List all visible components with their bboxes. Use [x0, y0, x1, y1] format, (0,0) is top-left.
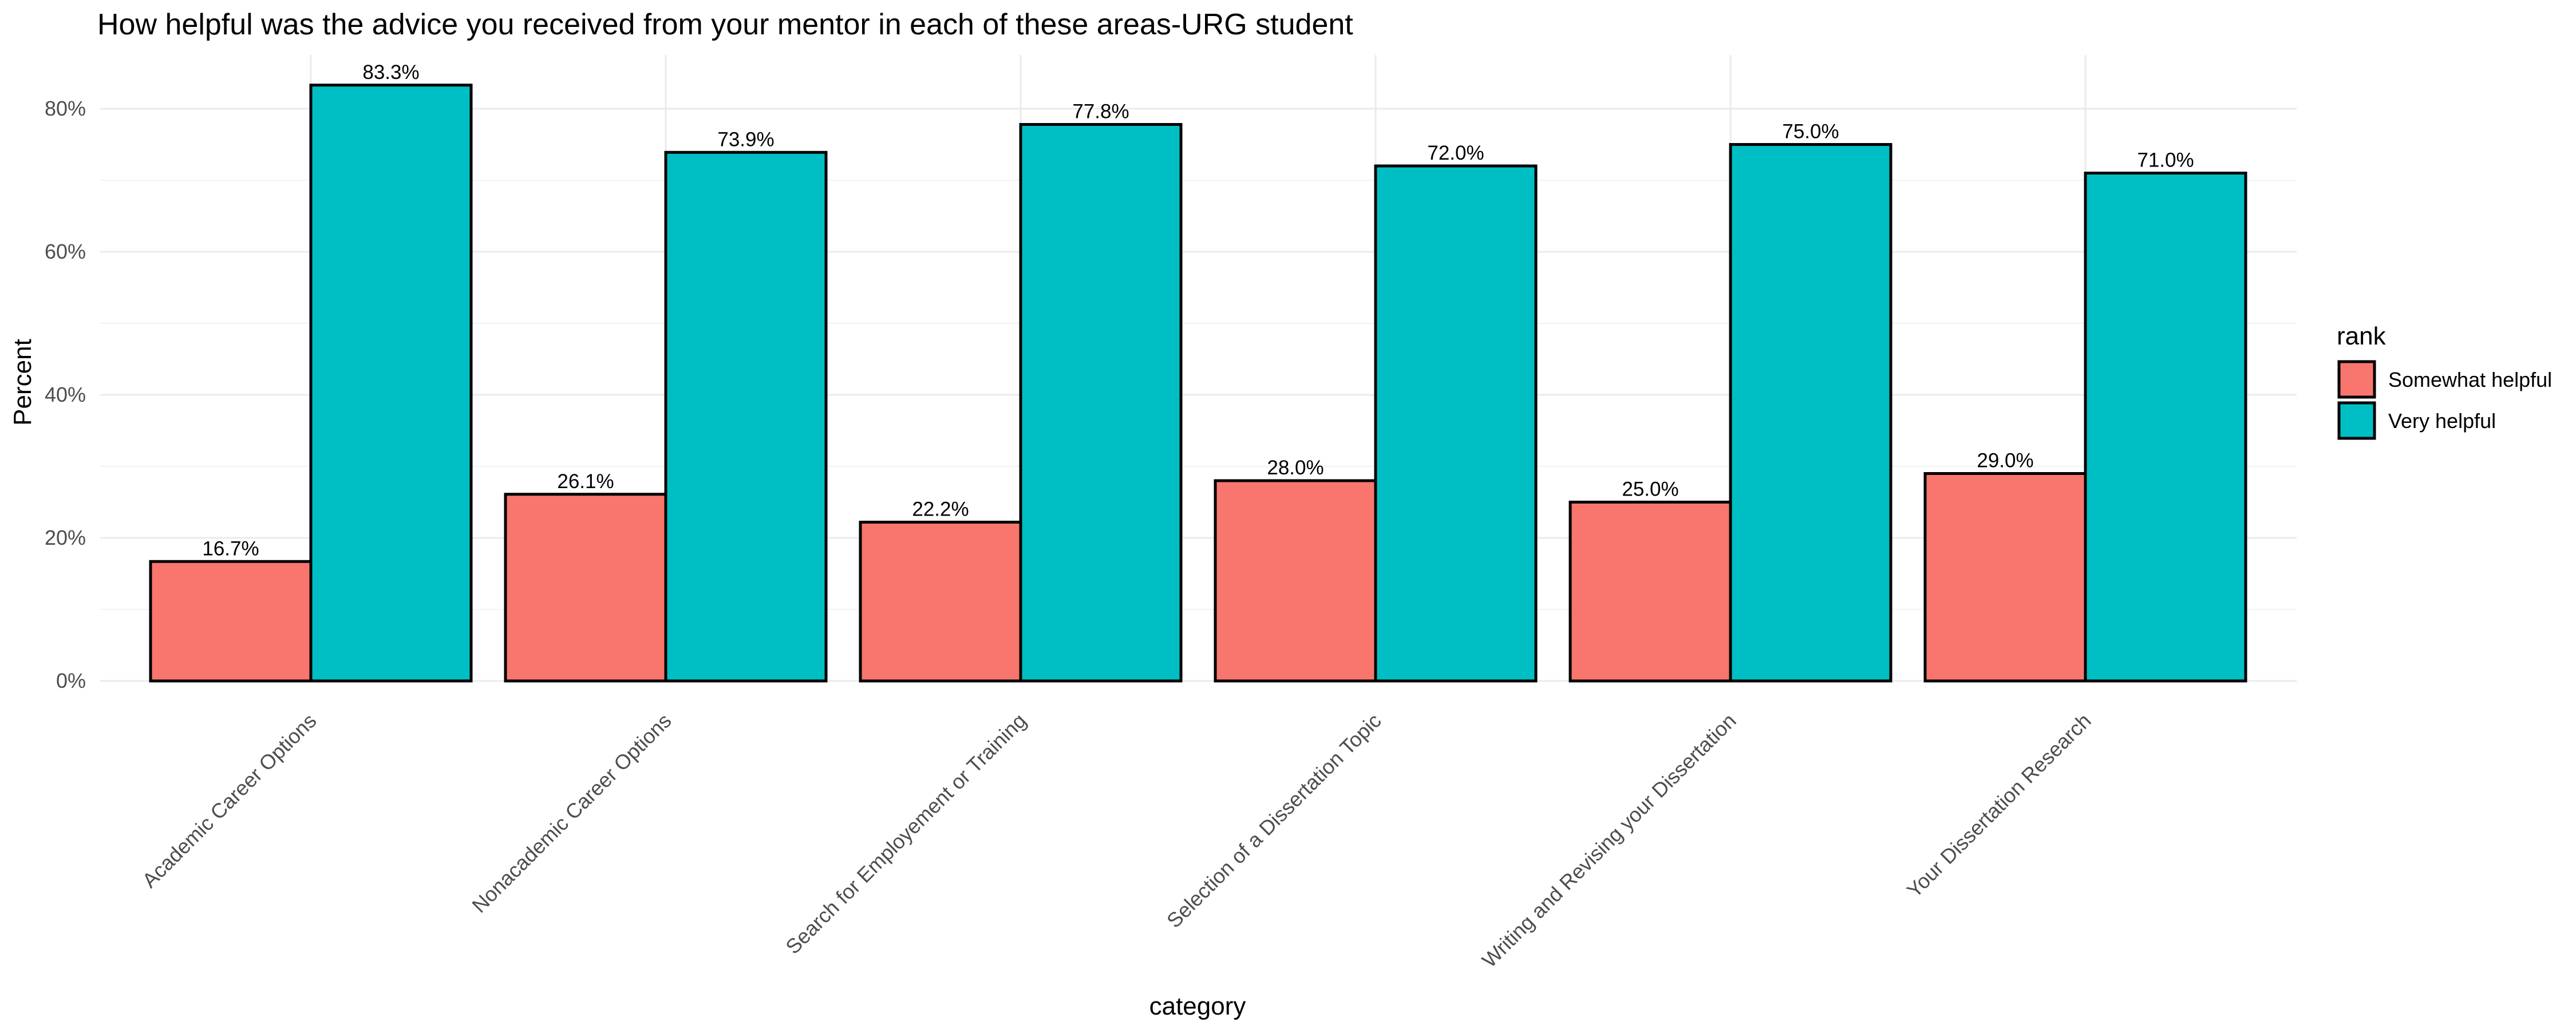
x-axis-ticks: Academic Career Options Nonacademic Caree… [137, 709, 2095, 972]
legend-label: Somewhat helpful [2388, 368, 2552, 391]
data-label: 75.0% [1782, 121, 1839, 143]
data-label: 77.8% [1072, 101, 1129, 123]
data-label: 73.9% [717, 128, 774, 150]
bar-somewhat-helpful [149, 560, 313, 683]
bar-somewhat-helpful [1214, 479, 1377, 683]
legend-title: rank [2337, 322, 2387, 350]
bar-very-helpful [2084, 172, 2247, 683]
bar-very-helpful [309, 84, 473, 683]
y-axis-title: Percent [9, 339, 37, 426]
bars-layer [149, 84, 2247, 683]
x-tick-label: Nonacademic Career Options [467, 709, 675, 917]
legend-key-somewhat-helpful [2337, 360, 2376, 399]
y-tick-label: 20% [45, 526, 86, 549]
y-tick-label: 0% [56, 669, 86, 692]
bar-very-helpful [664, 150, 828, 683]
x-axis-title: category [1149, 992, 1246, 1020]
legend-key-very-helpful [2337, 401, 2376, 440]
data-label: 28.0% [1267, 457, 1323, 479]
bar-very-helpful [1729, 143, 1893, 683]
y-tick-label: 40% [45, 383, 86, 406]
bar-very-helpful [1019, 123, 1183, 683]
data-label: 71.0% [2137, 149, 2194, 172]
data-label: 25.0% [1622, 478, 1678, 501]
x-tick-label: Your Dissertation Research [1902, 709, 2096, 902]
x-tick-label: Selection of a Dissertation Topic [1162, 709, 1386, 933]
data-labels-layer: 16.7% 83.3% 26.1% 73.9% 22.2% 77.8% 28.0% 72.0%… [202, 61, 2194, 560]
data-label: 72.0% [1427, 142, 1484, 164]
x-tick-label: Search for Employement or Training [781, 709, 1030, 958]
bar-somewhat-helpful [504, 493, 667, 683]
bar-somewhat-helpful [859, 521, 1022, 683]
bar-very-helpful [1374, 164, 1538, 683]
bar-somewhat-helpful [1923, 472, 2087, 683]
data-label: 16.7% [202, 537, 259, 560]
data-label: 26.1% [557, 470, 614, 493]
chart-title: How helpful was the advice you received … [97, 8, 1353, 41]
data-label: 22.2% [912, 498, 969, 521]
y-tick-label: 80% [45, 97, 86, 120]
data-label: 83.3% [362, 61, 419, 84]
legend-label: Very helpful [2388, 409, 2496, 433]
y-axis-ticks: 0% 20% 40% 60% 80% [45, 97, 86, 692]
data-label: 29.0% [1977, 450, 2033, 472]
legend: rank Somewhat helpful Very helpful [2337, 322, 2552, 440]
x-tick-label: Academic Career Options [137, 709, 321, 892]
y-tick-label: 60% [45, 240, 86, 263]
bar-somewhat-helpful [1568, 501, 1732, 683]
x-tick-label: Writing and Revising your Dissertation [1477, 709, 1741, 972]
